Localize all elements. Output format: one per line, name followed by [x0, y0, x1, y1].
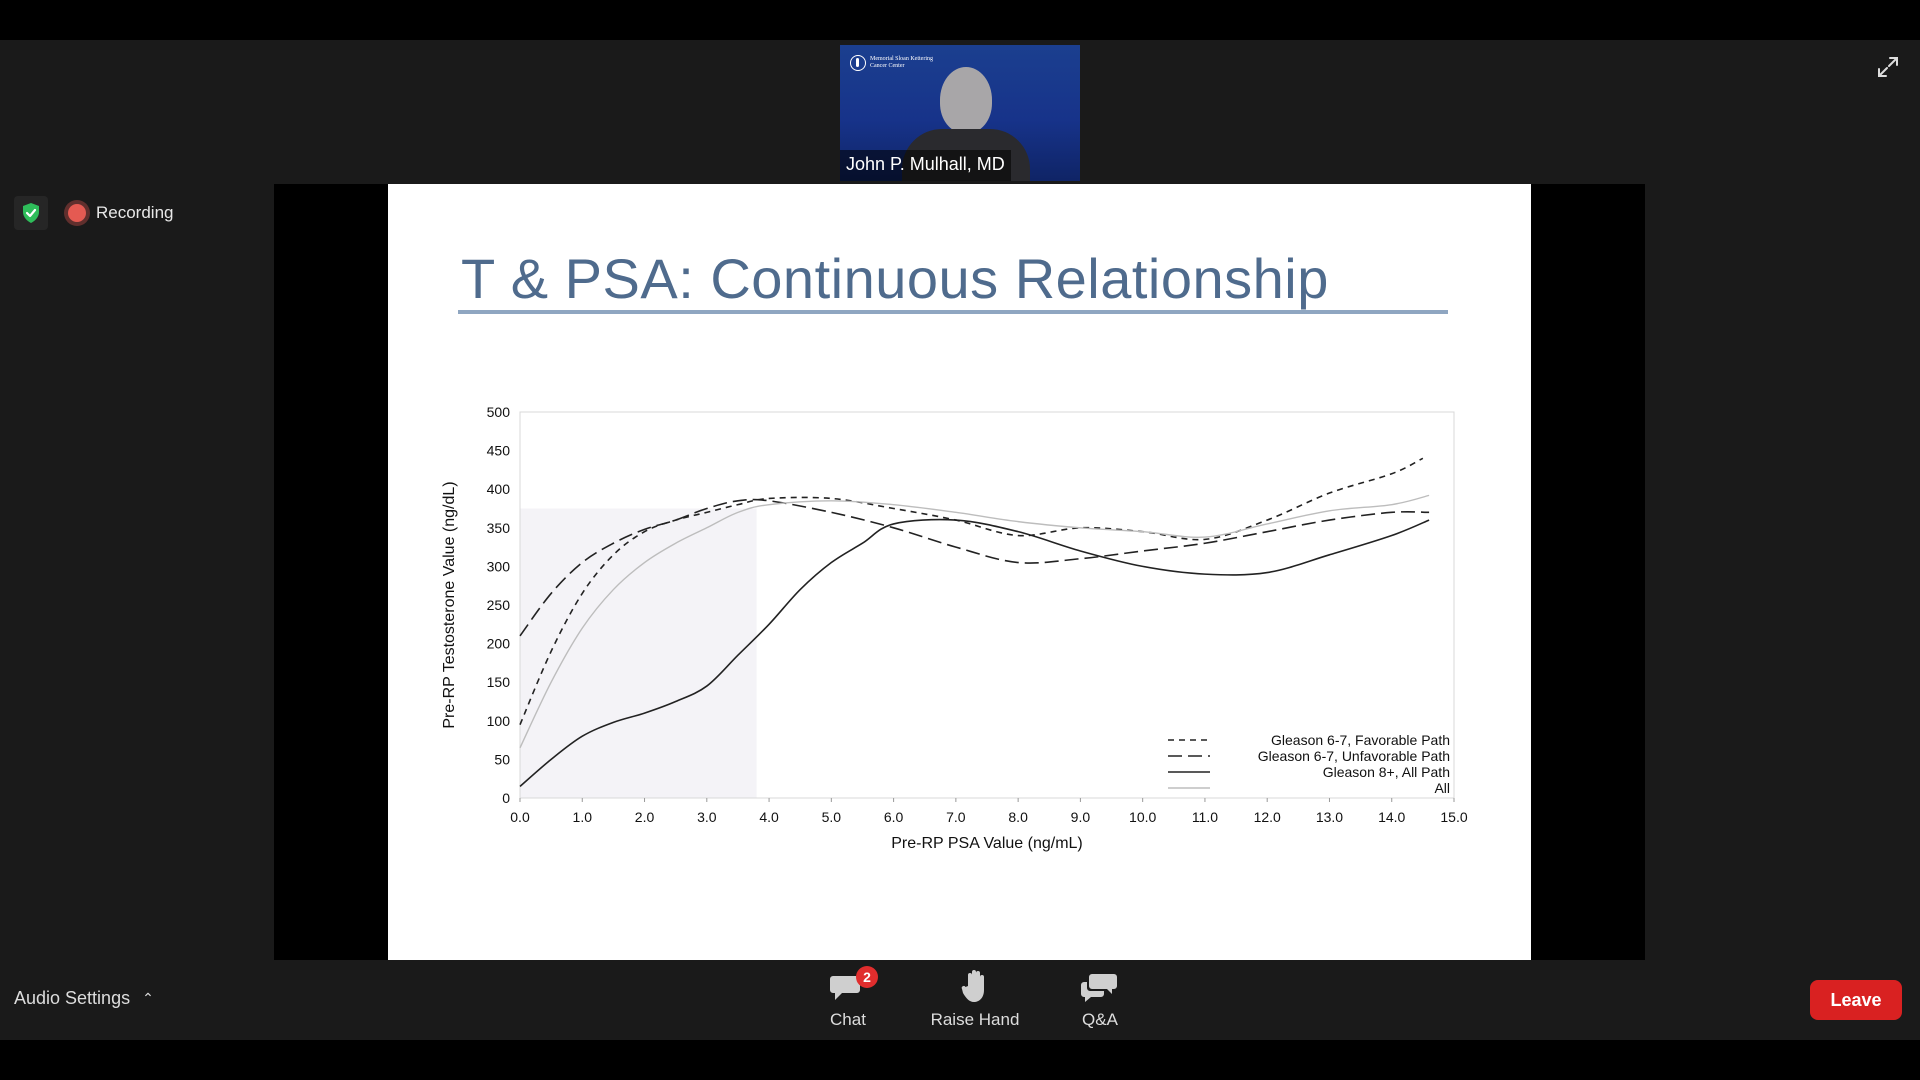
chevron-up-icon: ⌃: [142, 990, 154, 1006]
chat-icon: [818, 966, 878, 1004]
recording-dot-icon: [68, 204, 86, 222]
legend-label: All: [1434, 780, 1450, 796]
line-chart: 0 50 100 150 200 250 300 350 400 450 500 0.0 1.0 2.0 3…: [441, 404, 1468, 852]
participant-head: [940, 67, 992, 133]
participant-name: John P. Mulhall, MD: [840, 150, 1011, 181]
x-tick-label: 12.0: [1254, 809, 1281, 825]
logo: Memorial Sloan Kettering Cancer Center: [850, 55, 950, 71]
hand-icon: [961, 970, 984, 1002]
audio-settings-button[interactable]: Audio Settings ⌃: [14, 988, 154, 1009]
x-tick-label: 8.0: [1008, 809, 1028, 825]
legend-label: Gleason 8+, All Path: [1323, 764, 1450, 780]
y-tick-label: 400: [487, 481, 511, 497]
qa-icon: [1070, 966, 1130, 1004]
y-tick-label: 200: [487, 636, 511, 652]
bottom-bar: [0, 1040, 1920, 1080]
video-tile[interactable]: Memorial Sloan Kettering Cancer Center J…: [840, 45, 1080, 181]
x-tick-label: 15.0: [1440, 809, 1467, 825]
recording-label: Recording: [96, 203, 174, 222]
chat-button[interactable]: 2 Chat: [818, 966, 878, 1030]
y-tick-label: 100: [487, 713, 511, 729]
x-tick-label: 13.0: [1316, 809, 1343, 825]
x-tick-label: 11.0: [1192, 809, 1218, 825]
shield-check-icon: [23, 203, 39, 223]
plot-frame: [519, 411, 1455, 799]
legend-label: Gleason 6-7, Unfavorable Path: [1258, 748, 1450, 764]
shaded-region: [520, 508, 757, 798]
x-tick-label: 4.0: [759, 809, 779, 825]
series-line-3: [519, 518, 1430, 788]
logo-mark-icon: [850, 55, 866, 71]
security-shield-icon[interactable]: [14, 196, 48, 230]
top-bar: [0, 0, 1920, 40]
y-tick-label: 300: [487, 558, 511, 574]
qa-button[interactable]: Q&A: [1070, 966, 1130, 1030]
x-tick-label: 2.0: [635, 809, 655, 825]
logo-text: Memorial Sloan Kettering Cancer Center: [870, 56, 933, 69]
y-axis-label: Pre-RP Testosterone Value (ng/dL): [441, 481, 458, 728]
y-tick-label: 50: [494, 751, 510, 767]
chat-label: Chat: [830, 1010, 866, 1029]
qa-label: Q&A: [1082, 1010, 1118, 1029]
x-tick-label: 9.0: [1071, 809, 1091, 825]
leave-button[interactable]: Leave: [1810, 980, 1902, 1020]
status-indicators: Recording: [14, 196, 182, 230]
presentation-slide: T & PSA: Continuous Relationship 0 50 100 1…: [388, 184, 1531, 960]
x-axis-label: Pre-RP PSA Value (ng/mL): [891, 835, 1083, 852]
y-tick-label: 0: [502, 790, 510, 806]
x-tick-label: 14.0: [1378, 809, 1405, 825]
x-tick-label: 10.0: [1129, 809, 1156, 825]
chat-unread-badge: 2: [856, 966, 878, 988]
y-tick-label: 150: [487, 674, 511, 690]
slide-title: T & PSA: Continuous Relationship: [461, 247, 1329, 310]
y-tick-label: 250: [487, 597, 511, 613]
raise-hand-label: Raise Hand: [930, 1010, 1020, 1029]
title-underline: [458, 310, 1448, 314]
series-line-4: [519, 494, 1430, 749]
participant-video: [902, 67, 1030, 181]
raise-hand-button[interactable]: Raise Hand: [922, 966, 1028, 1030]
x-tick-label: 6.0: [884, 809, 904, 825]
x-tick-label: 3.0: [697, 809, 717, 825]
qa-bubbles-icon: [1081, 974, 1117, 1002]
recording-indicator[interactable]: Recording: [60, 199, 182, 227]
x-tick-label: 1.0: [573, 809, 593, 825]
chat-bubble-icon: [830, 976, 860, 1000]
expand-arrows-icon: [1878, 57, 1898, 77]
audio-settings-label: Audio Settings: [14, 988, 131, 1008]
fullscreen-icon[interactable]: [1870, 54, 1906, 90]
raise-hand-icon: [922, 966, 1028, 1004]
x-tick-label: 7.0: [946, 809, 966, 825]
y-tick-label: 500: [487, 404, 511, 420]
legend-label: Gleason 6-7, Favorable Path: [1271, 732, 1450, 748]
x-tick-label: 0.0: [510, 809, 530, 825]
series-line-1: [519, 457, 1424, 725]
x-tick-label: 5.0: [822, 809, 842, 825]
y-tick-label: 450: [487, 443, 511, 459]
y-tick-label: 350: [487, 520, 511, 536]
